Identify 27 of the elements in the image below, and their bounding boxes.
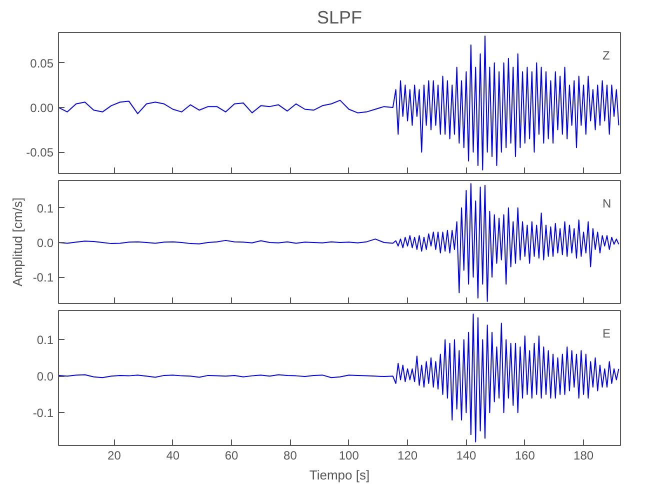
chart-title: SLPF: [316, 8, 362, 28]
y-tick-label: 0.00: [30, 100, 54, 115]
y-tick-label: 0.1: [36, 333, 54, 348]
y-tick-label: 0.1: [36, 201, 54, 216]
x-tick-label: 160: [514, 448, 536, 462]
annotation: Z: [602, 48, 610, 62]
x-axis-title: Tiempo [s]: [309, 468, 370, 482]
y-axis-title: Amplitud [cm/s]: [10, 198, 25, 286]
line-series: [58, 314, 620, 442]
x-tick-label: 80: [284, 448, 298, 462]
annotation: E: [602, 326, 611, 340]
annotation: N: [602, 196, 612, 210]
x-tick-label: 120: [398, 448, 418, 462]
y-tick-label: 0.0: [36, 370, 54, 384]
x-tick-label: 20: [108, 448, 122, 462]
y-tick-label: 0.0: [36, 236, 54, 250]
x-tick-label: 100: [338, 448, 360, 462]
x-tick-label: 140: [456, 448, 477, 462]
y-tick-label: -0.05: [26, 146, 54, 160]
x-tick-label: 40: [166, 448, 180, 462]
x-tick-label: 60: [224, 448, 239, 462]
y-tick-label: -0.1: [32, 270, 54, 285]
line-series: [58, 36, 620, 170]
y-tick-label: 0.05: [30, 56, 54, 70]
line-series: [58, 183, 620, 302]
x-tick-label: 180: [574, 448, 594, 462]
y-tick-label: -0.1: [32, 406, 54, 420]
